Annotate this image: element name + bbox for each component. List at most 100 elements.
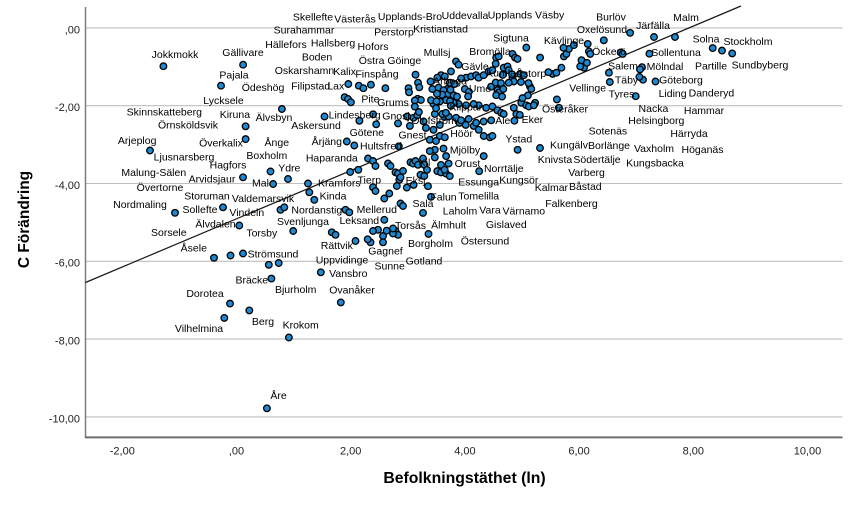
svg-text:Kil: Kil <box>419 157 431 169</box>
svg-text:Orust: Orust <box>455 158 481 170</box>
svg-text:-2,00: -2,00 <box>55 102 80 114</box>
svg-text:Östra Göinge: Östra Göinge <box>359 55 422 67</box>
svg-text:Kalix: Kalix <box>333 66 357 78</box>
svg-text:Härryda: Härryda <box>670 128 708 140</box>
svg-text:Lax: Lax <box>327 80 345 92</box>
svg-text:Boden: Boden <box>302 52 333 64</box>
svg-text:Kungälv: Kungälv <box>550 139 589 151</box>
svg-text:Malung-Sälen: Malung-Sälen <box>121 167 186 179</box>
svg-text:Mullsj: Mullsj <box>424 47 451 59</box>
svg-text:-4,00: -4,00 <box>55 180 80 192</box>
svg-text:Grums: Grums <box>377 97 409 109</box>
svg-text:Torsås: Torsås <box>395 220 426 232</box>
svg-text:Vellinge: Vellinge <box>569 82 606 94</box>
svg-text:Befolkningstäthet (ln): Befolkningstäthet (ln) <box>383 470 545 487</box>
svg-text:Ydre: Ydre <box>278 163 300 175</box>
svg-text:Gagnef: Gagnef <box>368 246 403 258</box>
svg-text:Ovanåker: Ovanåker <box>329 284 375 296</box>
svg-text:Göteborg: Göteborg <box>659 74 703 86</box>
svg-text:Upplands Väsby: Upplands Väsby <box>488 10 565 22</box>
svg-text:Kungsör: Kungsör <box>499 175 539 187</box>
svg-text:Sunne: Sunne <box>375 261 406 273</box>
svg-text:Borgholm: Borgholm <box>408 238 453 250</box>
svg-text:Hammar: Hammar <box>684 105 725 117</box>
svg-text:Klippan: Klippan <box>449 102 484 114</box>
svg-text:Borlänge: Borlänge <box>588 140 630 152</box>
svg-text:Åstorp: Åstorp <box>516 67 547 80</box>
svg-text:Örnsköldsvik: Örnsköldsvik <box>158 120 219 132</box>
svg-text:Täby: Täby <box>615 74 639 86</box>
svg-text:Filipstad: Filipstad <box>291 80 330 92</box>
svg-text:Hagfors: Hagfors <box>210 159 247 171</box>
svg-text:Kiruna: Kiruna <box>220 109 251 121</box>
svg-text:Ljusnarsberg: Ljusnarsberg <box>154 152 215 164</box>
svg-text:Vara: Vara <box>479 205 501 217</box>
svg-text:Sorsele: Sorsele <box>151 227 187 239</box>
svg-text:Sollefte: Sollefte <box>182 204 217 216</box>
svg-text:Hällefors: Hällefors <box>265 39 306 51</box>
svg-text:Falkenberg: Falkenberg <box>545 198 598 210</box>
svg-text:6,00: 6,00 <box>568 446 589 458</box>
svg-text:Kävlinge: Kävlinge <box>544 35 584 47</box>
svg-text:Rättvik: Rättvik <box>321 240 354 252</box>
svg-text:Överkalix: Överkalix <box>199 138 244 150</box>
svg-text:Eksj: Eksj <box>406 175 426 187</box>
svg-text:Krokom: Krokom <box>283 320 319 332</box>
svg-text:,00: ,00 <box>229 446 244 458</box>
svg-text:Älvdalen: Älvdalen <box>195 219 235 231</box>
svg-text:Västerås: Västerås <box>334 13 375 25</box>
svg-text:Boxholm: Boxholm <box>246 150 287 162</box>
svg-text:Stockholm: Stockholm <box>723 36 772 48</box>
svg-text:Haparanda: Haparanda <box>306 153 358 165</box>
svg-text:Ume: Ume <box>469 83 491 95</box>
svg-text:4,00: 4,00 <box>454 446 475 458</box>
svg-text:Skinnskatteberg: Skinnskatteberg <box>127 107 202 119</box>
svg-text:Öckerö: Öckerö <box>592 46 626 58</box>
svg-text:Svenljunga: Svenljunga <box>277 216 329 228</box>
svg-text:Leksand: Leksand <box>339 215 379 227</box>
svg-text:Gotland: Gotland <box>406 256 443 268</box>
svg-text:10,00: 10,00 <box>794 446 822 458</box>
svg-text:Kramfors: Kramfors <box>318 178 361 190</box>
svg-text:Mjölby: Mjölby <box>450 144 481 156</box>
svg-text:Gävle: Gävle <box>461 61 489 73</box>
svg-text:Perstorp: Perstorp <box>374 26 414 38</box>
svg-text:-8,00: -8,00 <box>55 336 80 348</box>
svg-text:Pite: Pite <box>361 94 379 106</box>
svg-text:Höör: Höör <box>450 128 473 140</box>
svg-text:Finspång: Finspång <box>355 69 398 81</box>
svg-text:Vilhelmina: Vilhelmina <box>175 323 223 335</box>
svg-text:C Förändring: C Förändring <box>16 171 33 268</box>
svg-text:Gislaved: Gislaved <box>486 219 527 231</box>
svg-text:Tyres: Tyres <box>609 89 635 101</box>
svg-text:Jokkmokk: Jokkmokk <box>152 49 199 61</box>
svg-text:Uppvidinge: Uppvidinge <box>316 254 369 266</box>
svg-text:Höganäs: Höganäs <box>681 144 723 156</box>
svg-text:Sigtuna: Sigtuna <box>493 33 529 45</box>
svg-text:Värnamo: Värnamo <box>502 205 545 217</box>
svg-text:Gnest: Gnest <box>398 130 426 142</box>
svg-text:Danderyd: Danderyd <box>689 87 735 99</box>
svg-text:Kalmar: Kalmar <box>535 182 569 194</box>
svg-text:Ystad: Ystad <box>505 134 532 146</box>
svg-text:Liding: Liding <box>659 88 687 100</box>
svg-text:Ale: Ale <box>495 115 510 127</box>
svg-text:Mellerud: Mellerud <box>357 204 397 216</box>
svg-text:Norrtälje: Norrtälje <box>484 163 524 175</box>
svg-text:Gällivare: Gällivare <box>222 47 264 59</box>
svg-text:Östersund: Östersund <box>461 236 510 248</box>
svg-text:Torsby: Torsby <box>246 228 278 240</box>
svg-text:Falun: Falun <box>430 192 456 204</box>
svg-text:Årjäng: Årjäng <box>312 135 343 148</box>
svg-text:Nordanstig: Nordanstig <box>291 204 342 216</box>
svg-text:Arboga: Arboga <box>433 75 467 87</box>
svg-text:Arjeplog: Arjeplog <box>118 135 157 147</box>
svg-text:Vaxholm: Vaxholm <box>634 143 674 155</box>
svg-text:Tierp: Tierp <box>358 174 382 186</box>
svg-text:Österåker: Österåker <box>542 104 589 116</box>
svg-text:Älvsbyn: Älvsbyn <box>256 112 293 124</box>
svg-text:Askersund: Askersund <box>291 120 341 132</box>
svg-text:Lindesberg: Lindesberg <box>329 109 381 121</box>
svg-text:Vansbro: Vansbro <box>329 268 367 280</box>
svg-text:Södertälje: Södertälje <box>573 154 620 166</box>
